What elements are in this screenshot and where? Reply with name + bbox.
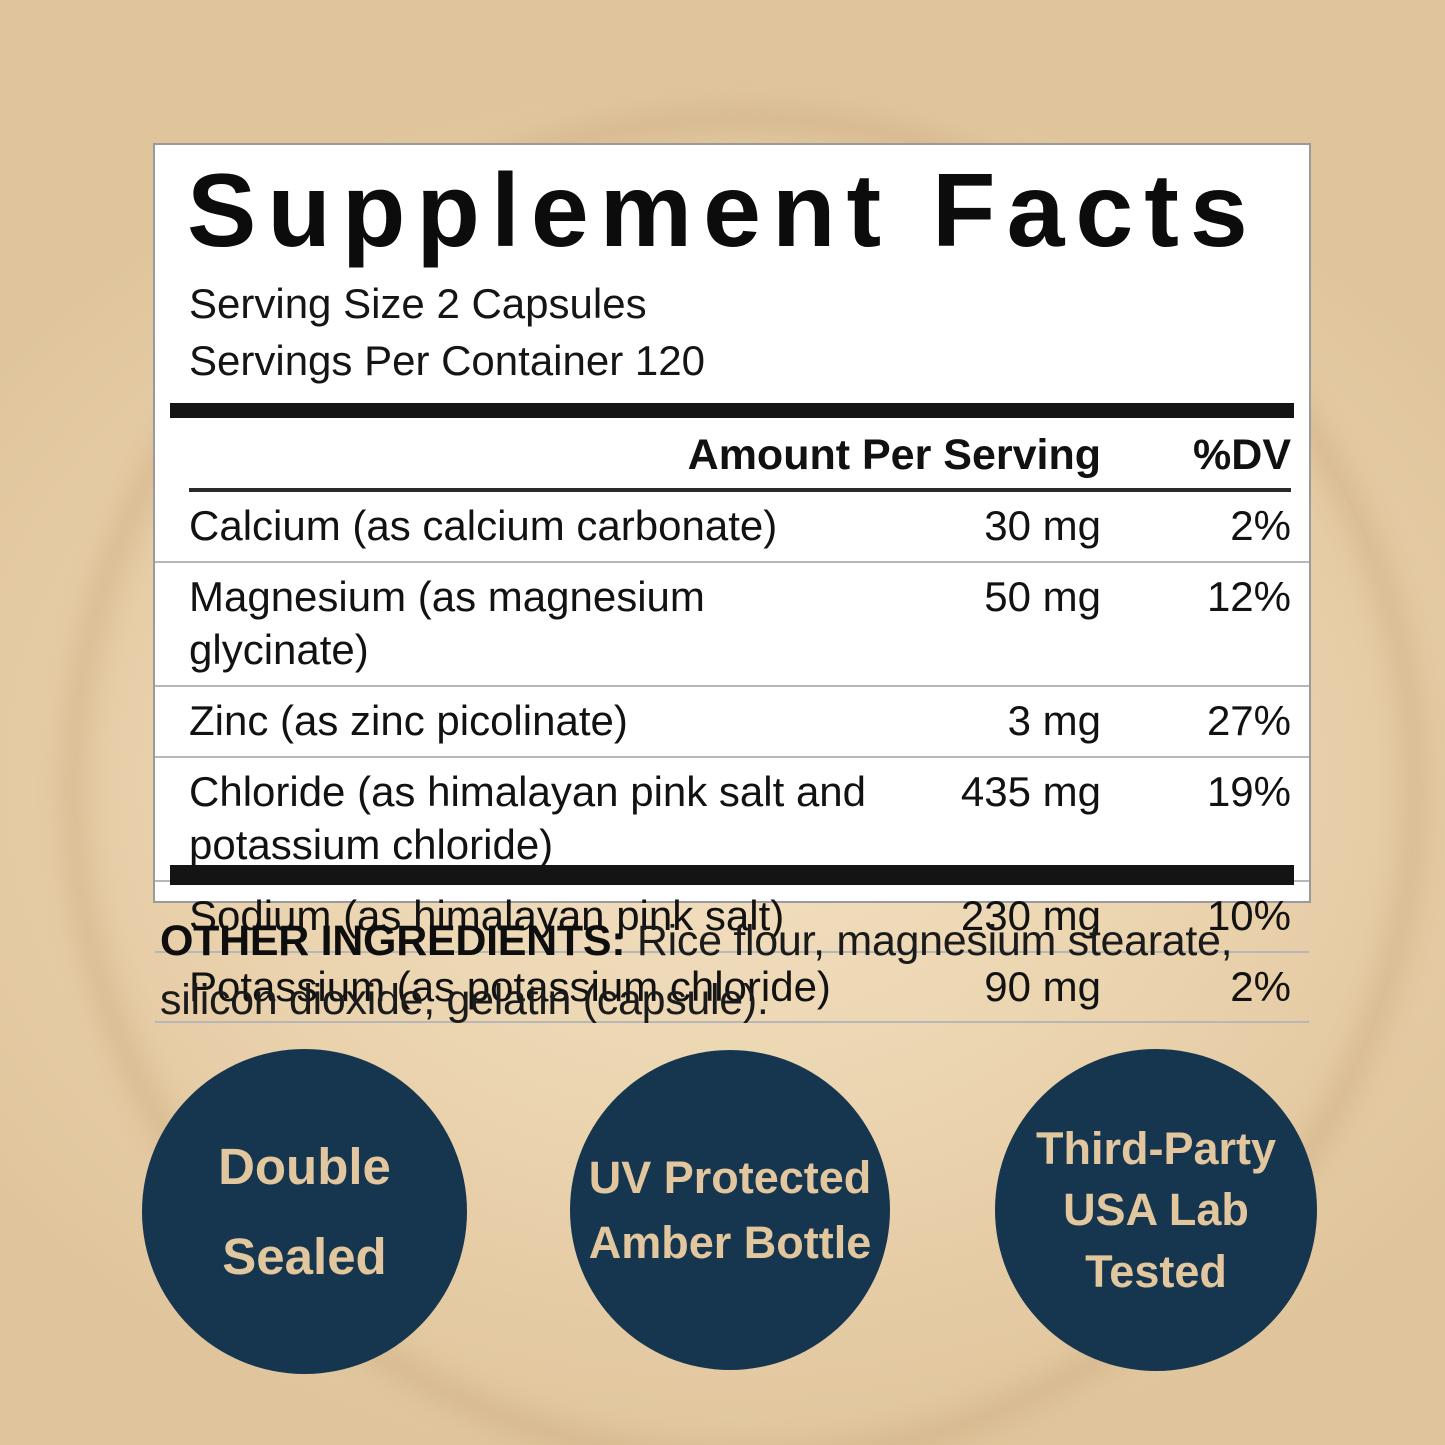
nutrient-name: Potassium (as potassium chloride)	[189, 962, 831, 1010]
nutrient-dv: 2%	[1230, 502, 1291, 550]
nutrient-amount: 30 mg	[984, 502, 1101, 550]
badge-line: UV Protected	[588, 1151, 872, 1203]
table-row-magnesium: Magnesium (as magnesium glycinate) 50 mg…	[155, 563, 1309, 687]
table-header-row: Amount Per Serving %DV	[189, 418, 1291, 493]
servings-per-container-text: Servings Per Container 120	[189, 337, 705, 385]
badge-line: Double	[218, 1137, 391, 1195]
column-header-dv: %DV	[1193, 431, 1291, 480]
other-ingredients-label: OTHER INGREDIENTS:	[160, 917, 626, 965]
nutrient-dv: 10%	[1206, 891, 1291, 939]
divider-thick-bottom	[170, 865, 1294, 885]
badge-line: Third-Party	[1035, 1122, 1277, 1174]
nutrient-amount: 3 mg	[1007, 696, 1101, 744]
nutrient-dv: 12%	[1206, 573, 1291, 621]
nutrient-amount: 435 mg	[960, 767, 1101, 815]
other-ingredients: OTHER INGREDIENTS: Rice flour, magnesium…	[160, 912, 1345, 1031]
badge-line: Tested	[1085, 1245, 1227, 1297]
serving-size-text: Serving Size 2 Capsules	[189, 280, 647, 327]
other-ingredients-text: Rice flour, magnesium stearate, silicon …	[160, 917, 1233, 1025]
nutrient-dv: 19%	[1206, 767, 1291, 815]
panel-title: Supplement Facts	[187, 153, 1259, 269]
nutrient-dv: 27%	[1206, 696, 1291, 744]
badge-uv-protected-amber-bottle: UV Protected Amber Bottle	[570, 1050, 890, 1370]
badge-line: USA Lab	[1063, 1184, 1249, 1236]
badge-line: Amber Bottle	[588, 1217, 872, 1268]
divider-thick-top	[170, 403, 1294, 419]
nutrient-name: Zinc (as zinc picolinate)	[189, 696, 628, 744]
nutrient-name: Sodium (as himalayan pink salt)	[189, 891, 785, 939]
table-row-sodium: Sodium (as himalayan pink salt) 230 mg 1…	[155, 882, 1309, 953]
table-row-calcium: Calcium (as calcium carbonate) 30 mg 2%	[155, 492, 1309, 564]
table-row-chloride: Chloride (as himalayan pink salt and pot…	[155, 758, 1309, 882]
nutrient-name: Magnesium (as magnesium glycinate)	[189, 573, 705, 674]
badge-line: Sealed	[222, 1227, 387, 1285]
badge-double-sealed: Double Sealed	[142, 1049, 467, 1374]
nutrient-name: Chloride (as himalayan pink salt and pot…	[189, 767, 867, 868]
supplement-facts-panel: Supplement Facts Serving Size 2 Capsules…	[153, 143, 1311, 1024]
nutrient-dv: 2%	[1230, 962, 1291, 1010]
nutrient-amount: 50 mg	[984, 573, 1101, 621]
table-row-zinc: Zinc (as zinc picolinate) 3 mg 27%	[155, 687, 1309, 758]
badge-third-party-usa-lab-tested: Third-Party USA Lab Tested	[995, 1049, 1317, 1371]
column-header-amount: Amount Per Serving	[687, 431, 1101, 480]
nutrient-name: Calcium (as calcium carbonate)	[189, 502, 778, 550]
nutrient-amount: 90 mg	[984, 962, 1101, 1010]
nutrient-amount: 230 mg	[960, 891, 1101, 939]
table-row-potassium: Potassium (as potassium chloride) 90 mg …	[155, 953, 1309, 1024]
